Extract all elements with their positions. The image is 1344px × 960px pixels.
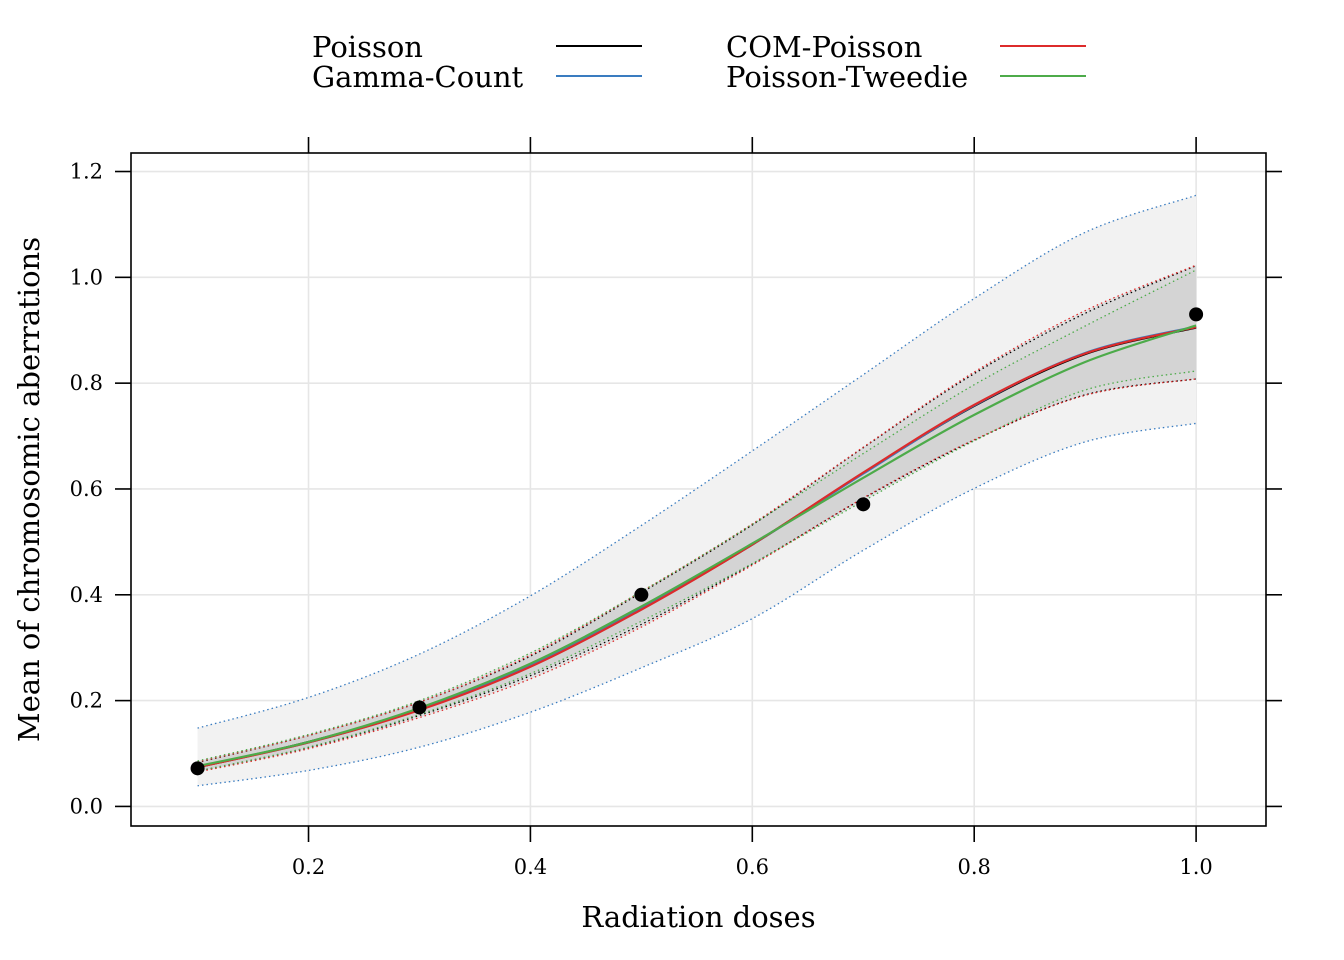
y-tick-label: 0.2 [70, 689, 103, 713]
confidence-bound-lines [197, 194, 1197, 787]
observed-point [1189, 307, 1204, 322]
legend-label-poisson-tweedie: Poisson-Tweedie [726, 60, 968, 94]
band-gamma-count [197, 195, 1197, 786]
observed-point [856, 497, 871, 512]
x-tick-label: 0.8 [958, 855, 991, 879]
x-tick-label: 1.0 [1179, 855, 1212, 879]
x-tick-label: 0.2 [292, 855, 325, 879]
observed-point [412, 700, 427, 715]
observed-point [634, 587, 649, 602]
upper-bound-com-poisson [197, 264, 1197, 763]
legend-label-com-poisson: COM-Poisson [726, 30, 922, 64]
y-tick-label: 1.0 [70, 265, 103, 289]
x-axis-title: Radiation doses [581, 900, 815, 934]
observed-point [190, 761, 205, 776]
curve-poisson-tweedie [197, 324, 1197, 768]
band-com-poisson [197, 265, 1197, 773]
y-tick-label: 0.0 [70, 794, 103, 818]
upper-bound-gamma-count [197, 194, 1197, 729]
lower-bound-gamma-count [197, 422, 1197, 787]
observed-points [190, 307, 1204, 776]
upper-bound-poisson-tweedie [197, 269, 1197, 762]
legend-label-gamma-count: Gamma-Count [312, 60, 524, 94]
y-tick-label: 0.8 [70, 371, 103, 395]
confidence-bands [197, 195, 1197, 786]
axis-ticks: 0.2 0.4 0.6 0.8 1.0 0.0 0.2 0.4 0.6 0.8 1.0 1.2 [70, 137, 1282, 879]
legend-label-poisson: Poisson [312, 30, 423, 64]
y-axis-title: Mean of chromosomic aberrations [12, 237, 46, 742]
y-tick-label: 1.2 [70, 160, 103, 184]
band-poisson [197, 265, 1197, 772]
fitted-curves [197, 324, 1197, 769]
y-tick-label: 0.4 [70, 583, 103, 607]
x-tick-label: 0.6 [736, 855, 769, 879]
x-tick-label: 0.4 [514, 855, 547, 879]
curve-com-poisson [197, 325, 1197, 769]
y-tick-label: 0.6 [70, 477, 103, 501]
